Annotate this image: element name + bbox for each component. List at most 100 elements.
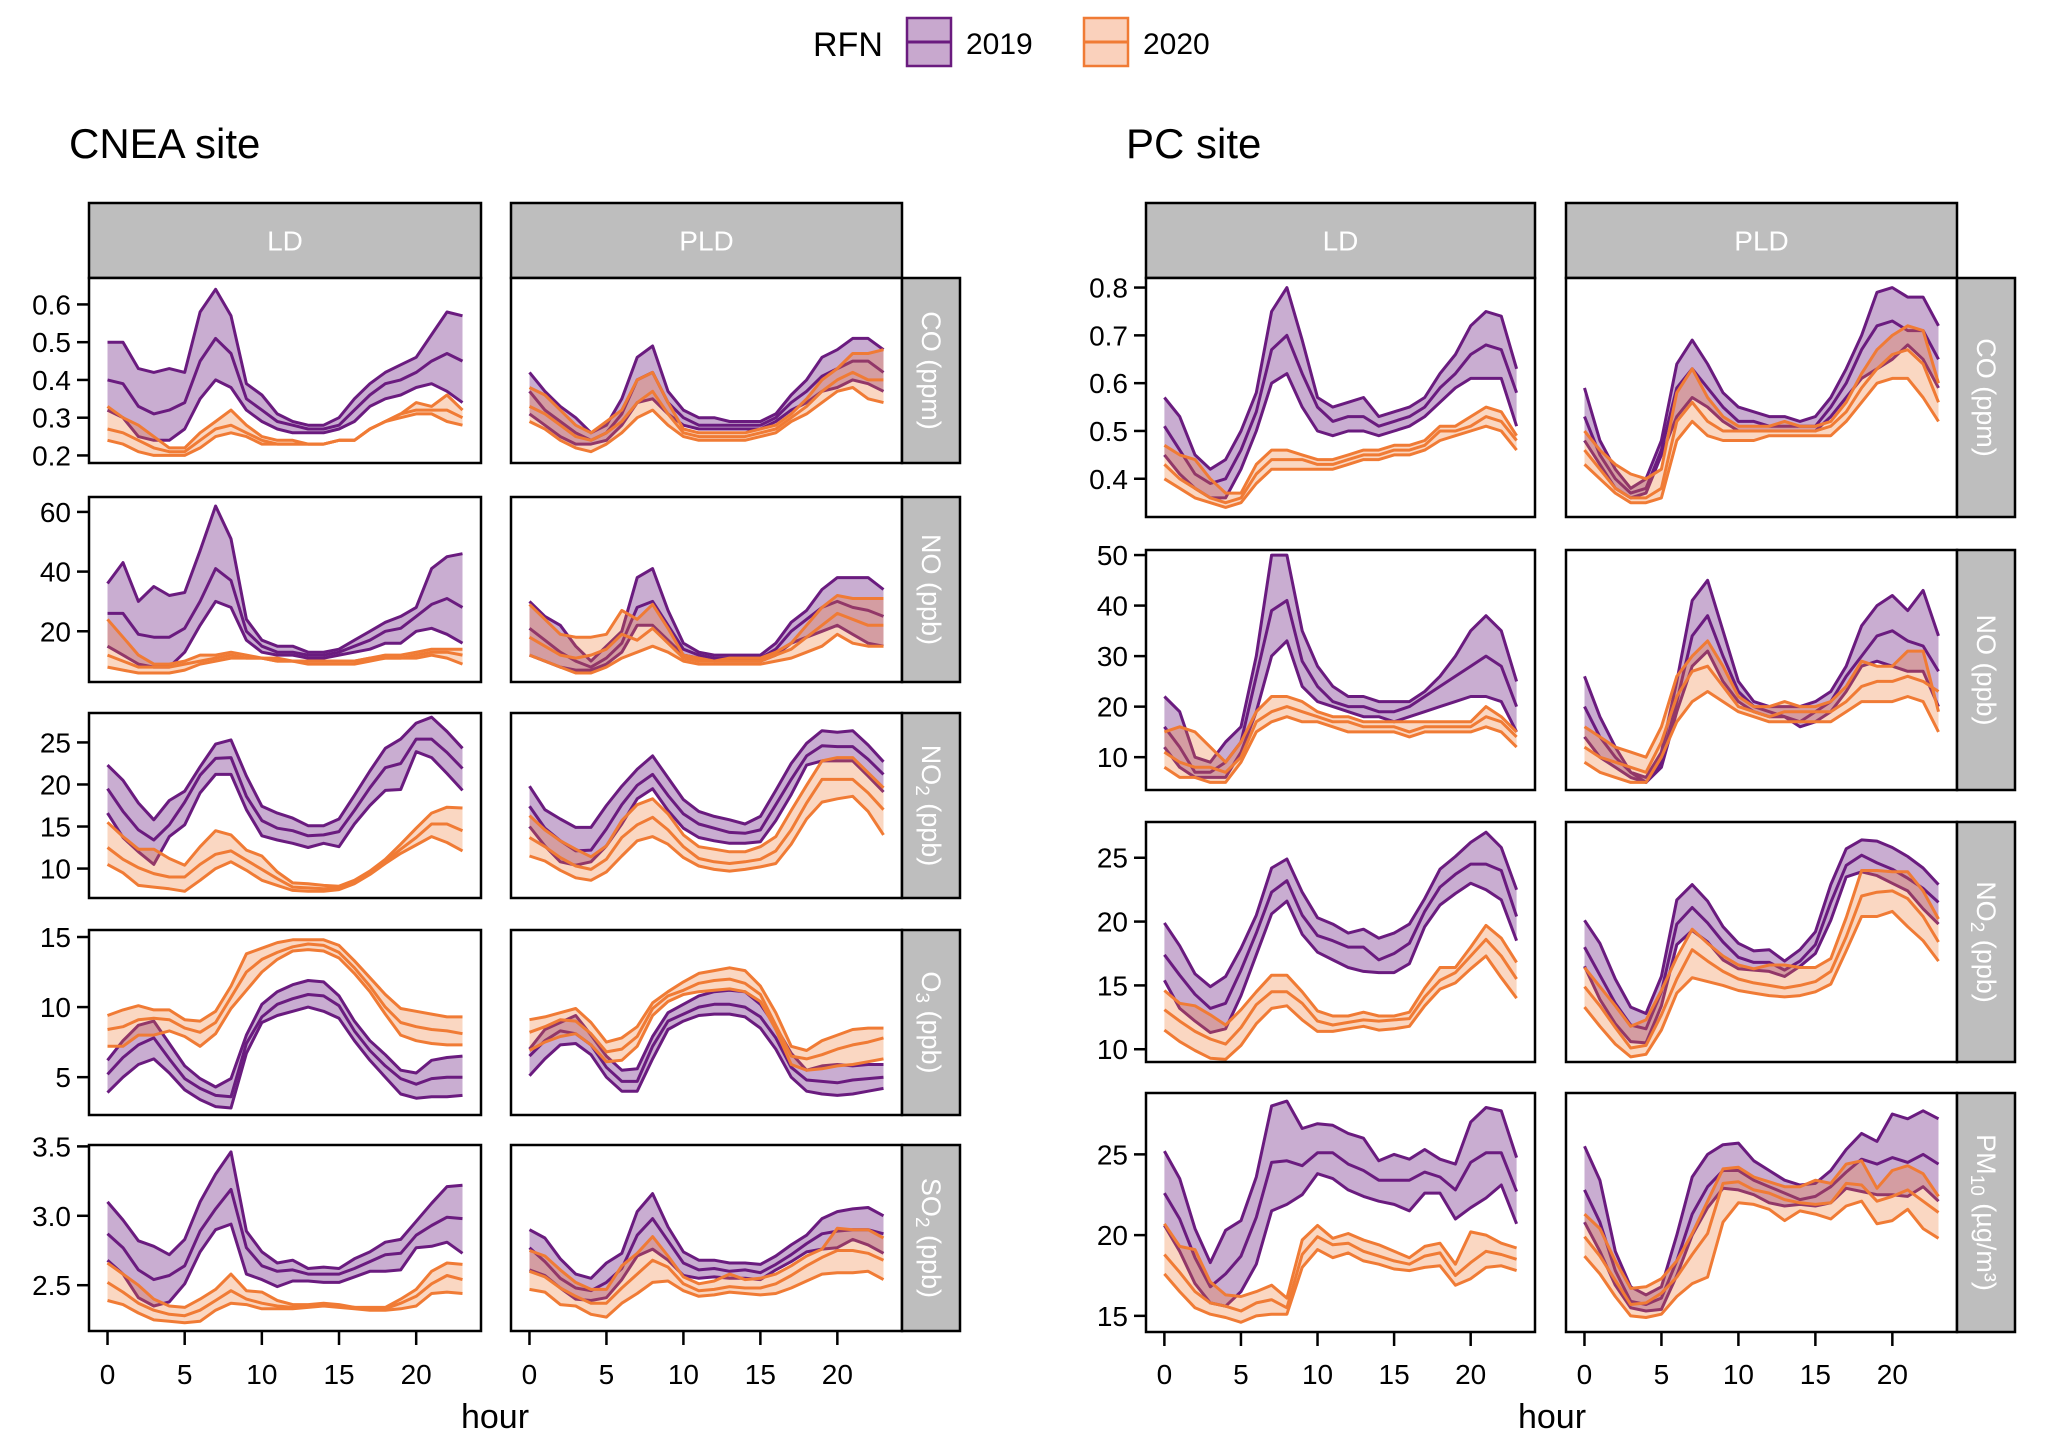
series-2020 xyxy=(106,393,464,457)
ribbon-2019 xyxy=(529,568,884,671)
row-strip xyxy=(1955,820,2017,1064)
y-tick-label: 15 xyxy=(1097,1301,1128,1332)
line-2019-upper xyxy=(107,287,463,427)
facet-row-no2: 10 15 20 25 NO2 (ppb) xyxy=(1097,820,2017,1065)
line-2019-upper xyxy=(528,729,885,829)
y-tick-label: 0.2 xyxy=(32,440,71,471)
row-strip-label: CO (ppm) xyxy=(1971,338,2001,457)
line-2020-mid xyxy=(528,1249,885,1305)
y-tick-label: 10 xyxy=(40,854,71,885)
ribbon-2019 xyxy=(107,289,463,441)
panel-border xyxy=(1144,276,1537,519)
ribbon-2019 xyxy=(1164,832,1517,1033)
y-tick-label: 25 xyxy=(1097,1139,1128,1170)
line-2020-mid xyxy=(1583,664,1940,774)
ribbon-2020 xyxy=(529,967,884,1071)
panel-pld xyxy=(1564,1091,1959,1334)
line-2020-upper xyxy=(1583,324,1940,481)
series-2020 xyxy=(528,1226,885,1319)
panel-border xyxy=(87,1143,483,1333)
line-2020-upper xyxy=(1163,923,1518,1027)
y-tick-label: 20 xyxy=(1097,907,1128,938)
series-2020 xyxy=(1583,869,1940,1059)
line-2019-lower xyxy=(1163,372,1519,500)
x-tick-label: 5 xyxy=(177,1359,193,1390)
strip-label-subscript: 2 xyxy=(1966,922,1987,933)
x-tick-label: 10 xyxy=(1302,1359,1333,1390)
y-tick-label: 10 xyxy=(40,992,71,1023)
facet-row-o3: 5 10 15 O3 (ppb) xyxy=(40,922,962,1117)
line-2019-upper xyxy=(106,715,464,828)
panel-pld xyxy=(509,928,904,1117)
strip-label-main: PM xyxy=(1971,1134,2001,1175)
line-2019-mid xyxy=(1163,1151,1518,1289)
panel-pld xyxy=(509,495,904,684)
line-2019-lower xyxy=(106,1222,464,1308)
line-2020-lower xyxy=(1583,376,1940,505)
line-2019-mid xyxy=(106,1187,463,1282)
y-tick-label: 3.0 xyxy=(32,1201,71,1232)
ribbon-2020 xyxy=(1164,925,1517,1060)
strip-label-main: NO xyxy=(916,745,946,786)
line-2020-lower xyxy=(1163,424,1518,509)
panel-border xyxy=(1144,1091,1537,1334)
y-tick-label: 0.4 xyxy=(1089,464,1128,495)
series-2019 xyxy=(106,287,464,442)
ribbon-2020 xyxy=(1584,640,1939,783)
ribbon-2019 xyxy=(107,1151,463,1306)
panel-ld xyxy=(87,711,483,900)
row-strip-label: NO2 (ppb) xyxy=(911,745,946,867)
line-2020-upper xyxy=(106,938,463,1023)
facet-row-no: 20 40 60 NO (ppb) xyxy=(40,495,962,684)
x-tick-label: 5 xyxy=(1654,1359,1670,1390)
panel-border xyxy=(1144,548,1537,792)
line-2020-mid xyxy=(107,942,463,1036)
strip-label-subscript: 2 xyxy=(911,785,932,796)
line-2019-upper xyxy=(106,1150,463,1270)
strip-label-unit: (ppb) xyxy=(1971,655,2001,726)
legend-label-2020: 2020 xyxy=(1143,28,1210,61)
series-2019 xyxy=(1163,830,1519,1035)
strip-label-unit: (ppb) xyxy=(916,1228,946,1299)
series-2020 xyxy=(106,618,464,675)
line-2020-mid xyxy=(1163,937,1518,1046)
row-strip xyxy=(900,711,962,900)
strip-label-subscript: 2 xyxy=(911,1217,932,1228)
panel-pld xyxy=(509,276,904,465)
panel-ld xyxy=(1144,548,1537,792)
series-2019 xyxy=(1583,838,1940,1045)
row-strip xyxy=(900,928,962,1117)
line-2020-mid xyxy=(1163,705,1518,774)
line-2020-mid xyxy=(1163,1235,1518,1313)
line-2020-lower xyxy=(1583,690,1940,784)
line-2019-upper xyxy=(1583,286,1940,490)
x-tick-label: 20 xyxy=(1877,1359,1908,1390)
line-2019-mid xyxy=(1163,862,1519,1010)
line-2020-lower xyxy=(107,412,463,457)
series-2020 xyxy=(1163,405,1518,509)
y-tick-label: 0.6 xyxy=(32,289,71,320)
line-2020-lower xyxy=(1583,909,1940,1059)
line-2020-mid xyxy=(106,1274,463,1318)
panel-pld xyxy=(509,711,904,900)
strip-label-main: NO xyxy=(916,534,946,575)
facet-row-no2: 10 15 20 25 NO2 (ppb) xyxy=(40,711,962,900)
series-2020 xyxy=(106,938,463,1048)
ribbon-2020 xyxy=(529,595,884,673)
line-2020-mid xyxy=(1163,415,1518,505)
legend-key-2019: 2019 xyxy=(905,16,1033,68)
x-tick-label: 20 xyxy=(822,1359,853,1390)
ribbon-2020 xyxy=(1584,325,1939,503)
panel-border xyxy=(87,495,483,684)
panel-background xyxy=(1566,278,1957,517)
line-2020-mid xyxy=(106,822,464,891)
y-tick-label: 15 xyxy=(40,922,71,953)
line-2020-upper xyxy=(1583,869,1940,1028)
row-strip-label: O3 (ppb) xyxy=(911,971,946,1073)
ribbon-2019 xyxy=(1584,1110,1939,1311)
series-2020 xyxy=(1163,695,1518,784)
line-2020-lower xyxy=(107,948,463,1048)
y-tick-label: 2.5 xyxy=(32,1270,71,1301)
line-2019-upper xyxy=(528,567,885,663)
